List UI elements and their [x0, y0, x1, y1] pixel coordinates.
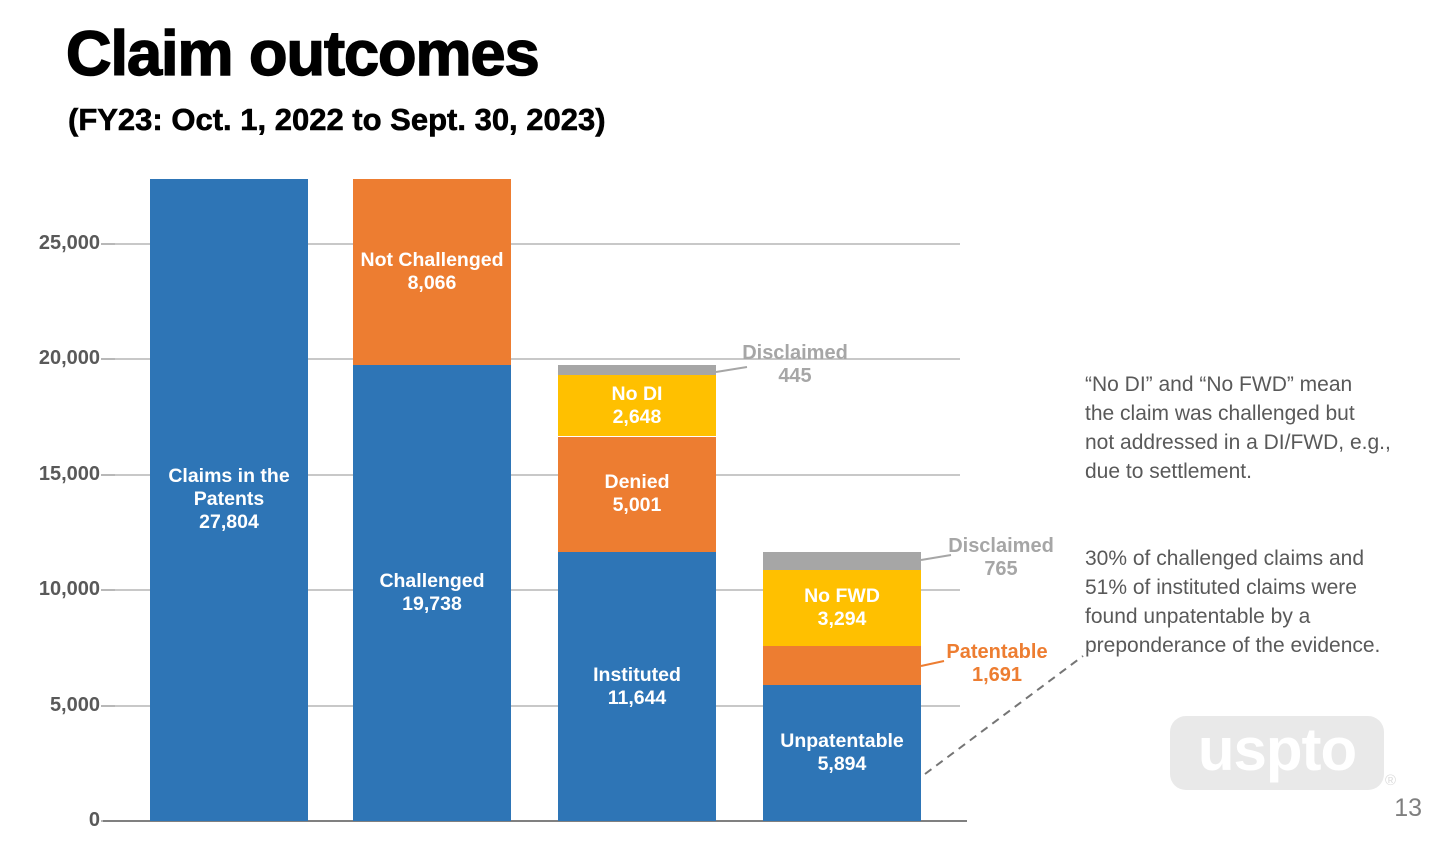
- annotation-line: 51% of instituted claims were: [1085, 576, 1357, 599]
- segment-label-denied: Denied 5,001: [604, 471, 670, 517]
- y-axis-tick-15000: [101, 473, 115, 476]
- annotation-line: not addressed in a DI/FWD, e.g.,: [1085, 431, 1391, 454]
- callout-disclaimed-765-value: 765: [984, 558, 1018, 580]
- bar3-segment-no-di: No DI 2,648: [558, 375, 716, 437]
- callout-patentable-1691: Patentable 1,691: [918, 641, 1076, 687]
- bar1-segment-claims-in-the-patents: Claims in the Patents 27,804: [150, 178, 308, 821]
- gridline-25000: [115, 242, 960, 245]
- y-axis-label-0: 0: [88, 809, 100, 831]
- registered-trademark-symbol: ®: [1385, 772, 1397, 789]
- gridline-20000: [115, 358, 960, 360]
- callout-patentable-1691-value: 1,691: [971, 664, 1023, 686]
- uspto-logo-text: uspto: [1197, 715, 1357, 783]
- x-axis-line: [103, 820, 967, 822]
- callout-disclaimed-445-label: Disclaimed: [742, 342, 848, 364]
- segment-label-no-di: No DI 2,648: [611, 382, 663, 428]
- y-axis-label-5000: 5,000: [49, 693, 100, 716]
- segment-label-claims-in-the-patents: Claims in the Patents 27,804: [168, 465, 290, 534]
- callout-patentable-1691-label: Patentable: [946, 641, 1048, 663]
- callout-disclaimed-445-value: 445: [778, 365, 812, 387]
- y-axis-tick-10000: [101, 589, 115, 591]
- segment-label-not-challenged: Not Challenged 8,066: [360, 248, 504, 294]
- y-axis-tick-20000: [101, 358, 115, 360]
- segment-label-no-fwd: No FWD 3,294: [804, 584, 880, 630]
- annotation-line: 30% of challenged claims and: [1085, 547, 1365, 570]
- bar3-segment-denied: Denied 5,001: [558, 436, 716, 553]
- bar2-segment-not-challenged: Not Challenged 8,066: [353, 178, 511, 366]
- bar4-segment-patentable: [763, 645, 921, 685]
- annotation-no-di-no-fwd: “No DI” and “No FWD” mean the claim was …: [1085, 370, 1435, 486]
- page-number: 13: [1394, 794, 1422, 822]
- bar4-segment-unpatentable: Unpatentable 5,894: [763, 684, 921, 821]
- segment-label-instituted: Instituted 11,644: [593, 663, 681, 709]
- callout-disclaimed-765-label: Disclaimed: [948, 535, 1054, 557]
- annotation-line: preponderance of the evidence.: [1085, 634, 1381, 657]
- segment-label-unpatentable: Unpatentable 5,894: [780, 729, 904, 775]
- gridline-10000: [115, 589, 960, 591]
- bar3-segment-instituted: Instituted 11,644: [558, 552, 716, 821]
- annotation-unpatentable-stats: 30% of challenged claims and 51% of inst…: [1085, 544, 1435, 660]
- segment-label-challenged: Challenged 19,738: [379, 570, 485, 616]
- callout-disclaimed-765: Disclaimed 765: [922, 535, 1080, 581]
- y-axis-label-10000: 10,000: [38, 578, 100, 600]
- uspto-logo: uspto: [1170, 716, 1384, 790]
- y-axis-label-25000: 25,000: [38, 231, 100, 254]
- page-subtitle: (FY23: Oct. 1, 2022 to Sept. 30, 2023): [68, 102, 606, 138]
- bar4-segment-disclaimed: [763, 552, 921, 570]
- annotation-line: “No DI” and “No FWD” mean: [1085, 373, 1353, 396]
- bar2-segment-challenged: Challenged 19,738: [353, 365, 511, 821]
- gridline-15000: [115, 473, 960, 476]
- annotation-line: found unpatentable by a: [1085, 605, 1311, 628]
- bar4-segment-no-fwd: No FWD 3,294: [763, 569, 921, 646]
- bar3-segment-disclaimed: [558, 365, 716, 376]
- y-axis-label-15000: 15,000: [38, 462, 100, 485]
- page-title: Claim outcomes: [65, 18, 540, 90]
- annotation-line: due to settlement.: [1085, 460, 1252, 483]
- y-axis-tick-5000: [101, 704, 115, 707]
- annotation-line: the claim was challenged but: [1085, 402, 1355, 425]
- y-axis-label-20000: 20,000: [38, 347, 100, 369]
- y-axis-tick-25000: [101, 242, 115, 245]
- gridline-5000: [115, 704, 960, 707]
- callout-disclaimed-445: Disclaimed 445: [716, 342, 874, 388]
